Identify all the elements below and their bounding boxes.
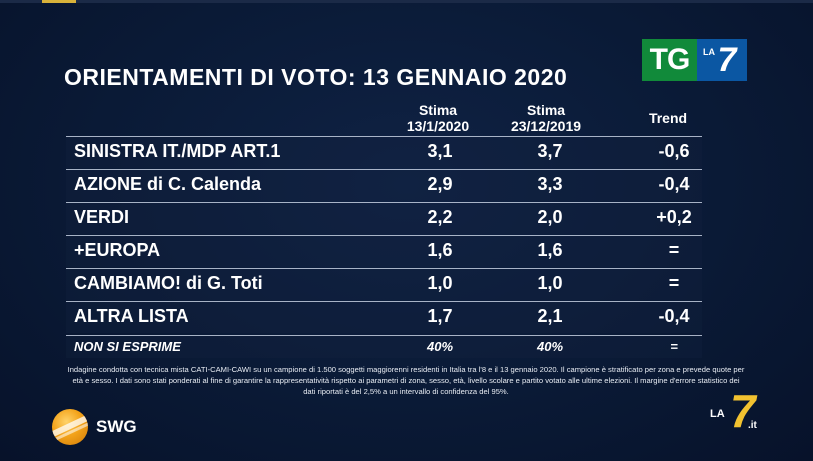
estimate-current: 1,6 — [427, 240, 453, 260]
swg-logo-text: SWG — [96, 417, 137, 436]
party-name: +EUROPA — [74, 240, 161, 260]
column-header-stima-label: Stima — [526, 102, 566, 118]
estimate-previous: 3,7 — [537, 141, 563, 161]
party-name: ALTRA LISTA — [74, 306, 189, 326]
estimate-current: 1,7 — [427, 306, 453, 326]
trend-value: = — [668, 273, 680, 293]
tg-logo-text: TG — [642, 39, 697, 81]
la7-logo-seven: 7 — [717, 40, 737, 79]
estimate-previous: 2,0 — [537, 207, 563, 227]
swg-globe-icon — [52, 409, 88, 445]
party-name: AZIONE di C. Calenda — [74, 174, 262, 194]
trend-value: = — [668, 240, 680, 260]
page-title: ORIENTAMENTI DI VOTO: 13 GENNAIO 2020 — [64, 64, 568, 90]
party-name: NON SI ESPRIME — [74, 339, 181, 354]
trend-value: = — [670, 339, 678, 354]
column-header-trend: Trend — [648, 110, 688, 126]
trend-value: +0,2 — [656, 207, 692, 227]
estimate-current: 1,0 — [427, 273, 453, 293]
party-name: VERDI — [74, 207, 130, 227]
estimate-previous: 1,0 — [537, 273, 563, 293]
estimate-current: 40% — [426, 339, 454, 354]
table-row: VERDI 2,2 2,0 +0,2 — [66, 202, 702, 234]
trend-value: -0,6 — [658, 141, 690, 161]
la7-bug-seven: 7 — [730, 385, 756, 437]
column-header-stima-current: Stima 13/1/2020 — [398, 102, 478, 134]
column-header-stima-label: Stima — [418, 102, 458, 118]
table-row: SINISTRA IT./MDP ART.1 3,1 3,7 -0,6 — [66, 136, 702, 168]
estimate-current: 2,9 — [427, 174, 453, 194]
estimate-previous: 2,1 — [537, 306, 563, 326]
estimate-previous: 1,6 — [537, 240, 563, 260]
estimate-previous: 3,3 — [537, 174, 563, 194]
column-header-stima-previous: Stima 23/12/2019 — [496, 102, 596, 134]
la7-logo-la: LA — [703, 47, 715, 57]
top-strip — [0, 0, 813, 3]
table-row: CAMBIAMO! di G. Toti 1,0 1,0 = — [66, 268, 702, 300]
la7-bug-la: LA — [710, 408, 725, 420]
estimate-current: 2,2 — [427, 207, 453, 227]
table-row: +EUROPA 1,6 1,6 = — [66, 235, 702, 267]
table-row: ALTRA LISTA 1,7 2,1 -0,4 — [66, 301, 702, 333]
table-row: AZIONE di C. Calenda 2,9 3,3 -0,4 — [66, 169, 702, 201]
top-strip-mark — [42, 0, 76, 3]
estimate-previous: 40% — [536, 339, 564, 354]
tg-la7-logo: TG LA 7 — [642, 39, 747, 81]
methodology-note: Indagine condotta con tecnica mista CATI… — [67, 365, 745, 396]
estimate-current: 3,1 — [427, 141, 453, 161]
la7-channel-bug: LA 7 .it — [708, 388, 770, 436]
la7-bug-it: .it — [748, 420, 757, 431]
trend-value: -0,4 — [658, 306, 690, 326]
trend-value: -0,4 — [658, 174, 690, 194]
party-name: SINISTRA IT./MDP ART.1 — [74, 141, 281, 161]
column-header-date: 13/1/2020 — [406, 118, 470, 134]
column-header-date: 23/12/2019 — [510, 118, 582, 134]
la7-logo-box: LA 7 — [697, 39, 747, 81]
party-name: CAMBIAMO! di G. Toti — [74, 273, 263, 293]
swg-logo: SWG — [52, 409, 137, 445]
table-row: NON SI ESPRIME 40% 40% = — [66, 335, 702, 358]
